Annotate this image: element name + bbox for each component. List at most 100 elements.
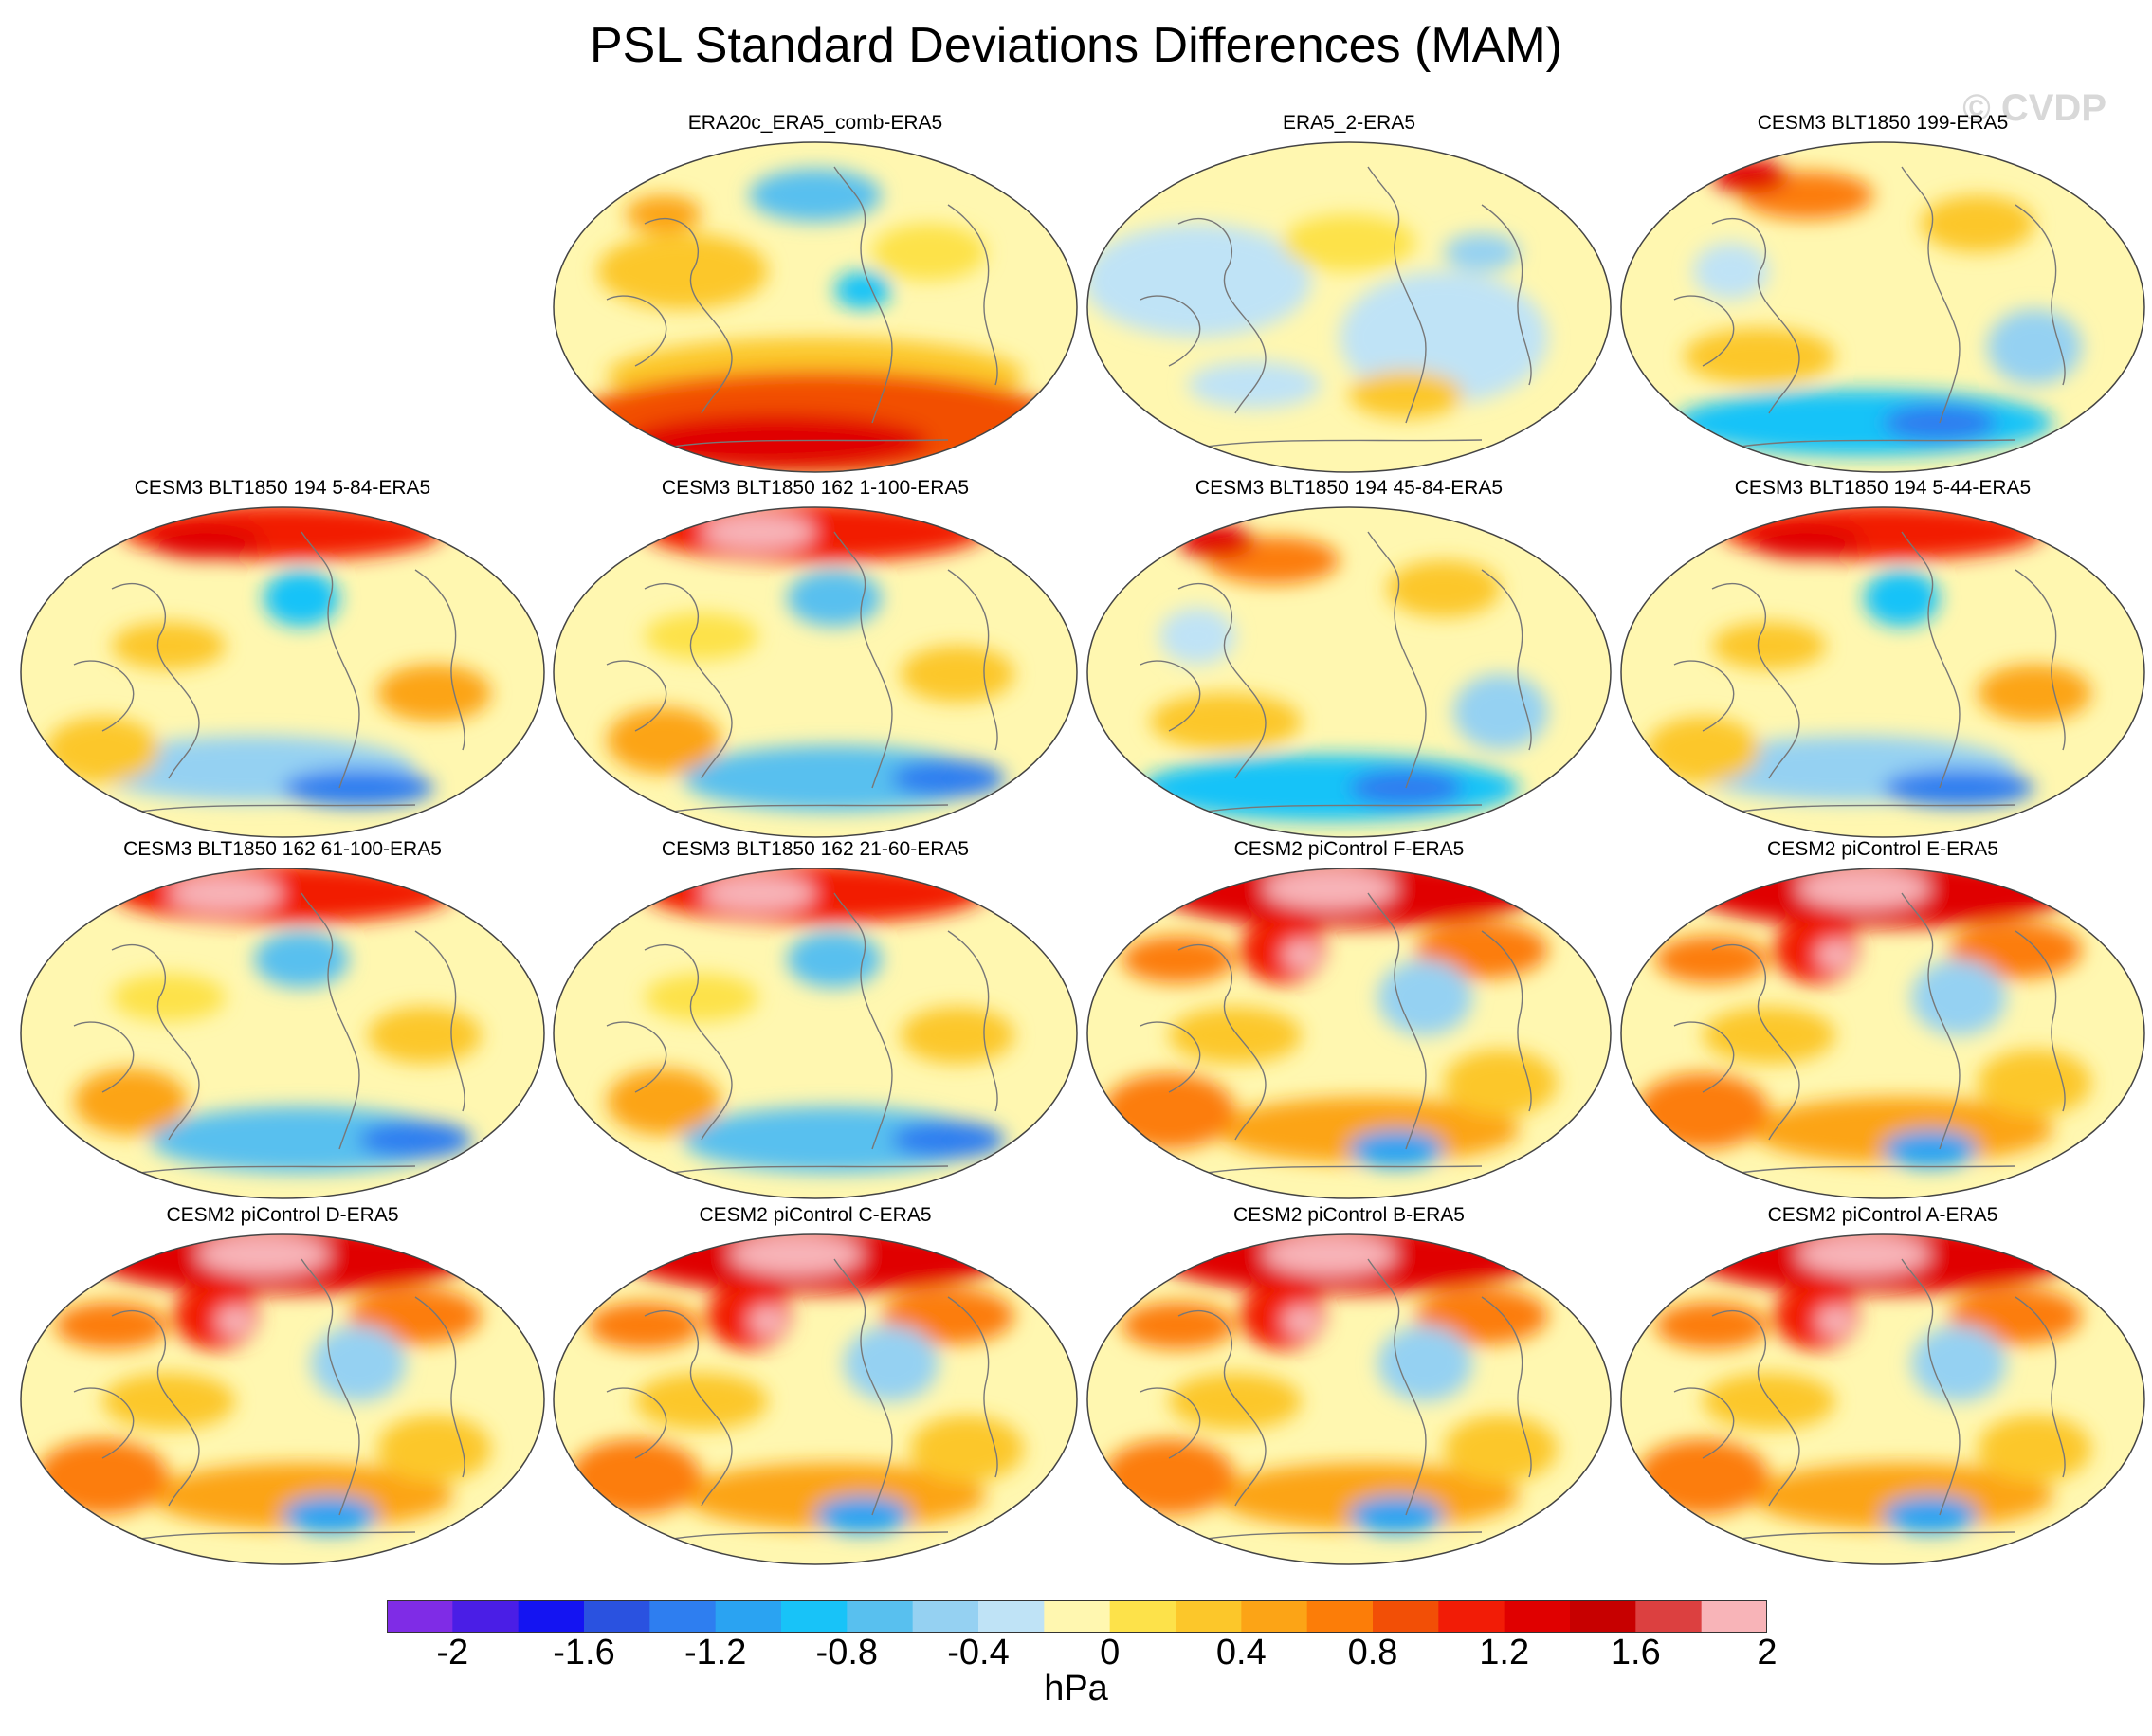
anomaly-blob: [1949, 1288, 2082, 1344]
anomaly-blob: [1655, 1302, 1769, 1349]
panel-title: CESM3 BLT1850 162 21-60-ERA5: [661, 838, 970, 860]
coastline: [139, 804, 416, 813]
robinson-map: [1620, 141, 2145, 473]
colorbar-swatch: [1044, 1600, 1111, 1633]
anomaly-blob: [102, 1373, 235, 1430]
anomaly-blob: [1216, 1463, 1520, 1529]
anomaly-blob: [216, 1306, 254, 1336]
map-outline: [1620, 506, 2145, 838]
anomaly-blob: [815, 1496, 910, 1534]
anomaly-blob: [645, 507, 986, 562]
coastline: [73, 1021, 135, 1093]
colorbar-tick-label: -2: [436, 1633, 469, 1672]
coastline: [606, 295, 667, 367]
anomaly-blob: [1703, 1007, 1835, 1064]
panel-title: CESM3 BLT1850 194 5-44-ERA5: [1734, 477, 2032, 499]
anomaly-blob: [702, 513, 815, 551]
colorbar: [387, 1600, 1767, 1633]
coastline: [644, 943, 733, 1141]
coastline: [1740, 439, 2016, 448]
coastline: [2015, 569, 2066, 751]
anomaly-blob: [254, 931, 349, 988]
anomaly-blob: [1283, 214, 1415, 271]
coastline: [1481, 1296, 1532, 1478]
map-outline: [20, 506, 545, 838]
anomaly-blob: [1750, 1463, 2053, 1529]
anomaly-blob: [1103, 1439, 1235, 1515]
colorbar-swatch: [387, 1600, 453, 1633]
coastline: [1206, 1165, 1483, 1174]
anomaly-blob: [749, 169, 882, 222]
anomaly-blob: [910, 1416, 1024, 1482]
robinson-map: [20, 868, 545, 1199]
coastline: [672, 1531, 949, 1540]
coastline: [73, 1387, 135, 1459]
coastline: [672, 439, 949, 448]
anomaly-blob: [1949, 922, 2082, 978]
anomaly-blob: [1750, 524, 1864, 558]
anomaly-blob: [169, 874, 283, 912]
panel-title: CESM2 piControl A-ERA5: [1767, 1204, 1998, 1226]
anomaly-blob: [1712, 622, 1826, 669]
map-panel: CESM3 BLT1850 194 45-84-ERA5: [1084, 477, 1614, 842]
coastline: [1901, 531, 1961, 789]
anomaly-blob: [264, 570, 339, 627]
colorbar-tick-label: 1.6: [1610, 1633, 1661, 1672]
map-panel: CESM3 BLT1850 194 5-84-ERA5: [17, 477, 548, 842]
coastline: [2015, 204, 2066, 386]
anomaly-blob: [112, 622, 226, 669]
colorbar-units: hPa: [1044, 1669, 1108, 1709]
anomaly-blob: [787, 931, 882, 988]
anomaly-blob: [1453, 674, 1548, 750]
colorbar-tick-label: 0: [1100, 1633, 1121, 1672]
anomaly-blob: [1797, 868, 1930, 909]
anomaly-blob: [1636, 1439, 1769, 1515]
coastline: [1711, 1309, 1800, 1507]
colorbar-swatch: [649, 1600, 717, 1633]
colorbar-swatch: [1176, 1600, 1242, 1633]
anomaly-blob: [1883, 1130, 1978, 1168]
coastline: [644, 582, 733, 779]
colorbar-tick-label: 1.2: [1479, 1633, 1530, 1672]
anomaly-blob: [1169, 1007, 1302, 1064]
coastline: [833, 1258, 893, 1516]
colorbar-tick-label: -0.8: [815, 1633, 879, 1672]
anomaly-blob: [683, 1463, 986, 1529]
coastline: [1901, 166, 1961, 424]
anomaly-blob: [46, 717, 159, 783]
coastline: [1177, 943, 1267, 1141]
map-panel: ERA20c_ERA5_comb-ERA5: [550, 112, 1081, 477]
colorbar-swatch: [978, 1600, 1045, 1633]
coastline: [1206, 804, 1483, 813]
robinson-map: [1620, 506, 2145, 838]
anomaly-blob: [1750, 1097, 2053, 1163]
coastline: [414, 1296, 465, 1478]
coastline: [1673, 660, 1735, 732]
anomaly-blob: [702, 874, 815, 912]
coastline: [1177, 582, 1267, 779]
anomaly-blob: [1387, 560, 1501, 617]
colorbar-swatch: [715, 1600, 782, 1633]
coastline: [1206, 1531, 1483, 1540]
map-panel: CESM3 BLT1850 162 61-100-ERA5: [17, 838, 548, 1203]
map-outline: [553, 1233, 1078, 1565]
map-outline: [20, 1233, 545, 1565]
anomaly-blob: [645, 868, 986, 923]
panel-title: CESM2 piControl D-ERA5: [166, 1204, 399, 1226]
colorbar-swatch: [912, 1600, 979, 1633]
robinson-map: [553, 1233, 1078, 1565]
anomaly-blob: [901, 1007, 1014, 1064]
anomaly-blob: [1415, 922, 1548, 978]
anomaly-blob: [1103, 1073, 1235, 1149]
anomaly-blob: [1978, 1416, 2091, 1482]
anomaly-blob: [1150, 693, 1302, 750]
map-panel: CESM2 piControl D-ERA5: [17, 1204, 548, 1569]
coastline: [947, 204, 998, 386]
anomaly-blob: [1188, 361, 1321, 409]
coastline: [1673, 295, 1735, 367]
coastline: [947, 569, 998, 751]
colorbar-frame: [387, 1600, 1767, 1633]
map-panel: CESM2 piControl F-ERA5: [1084, 838, 1614, 1203]
map-outline: [1086, 868, 1612, 1199]
coastline: [139, 1165, 416, 1174]
